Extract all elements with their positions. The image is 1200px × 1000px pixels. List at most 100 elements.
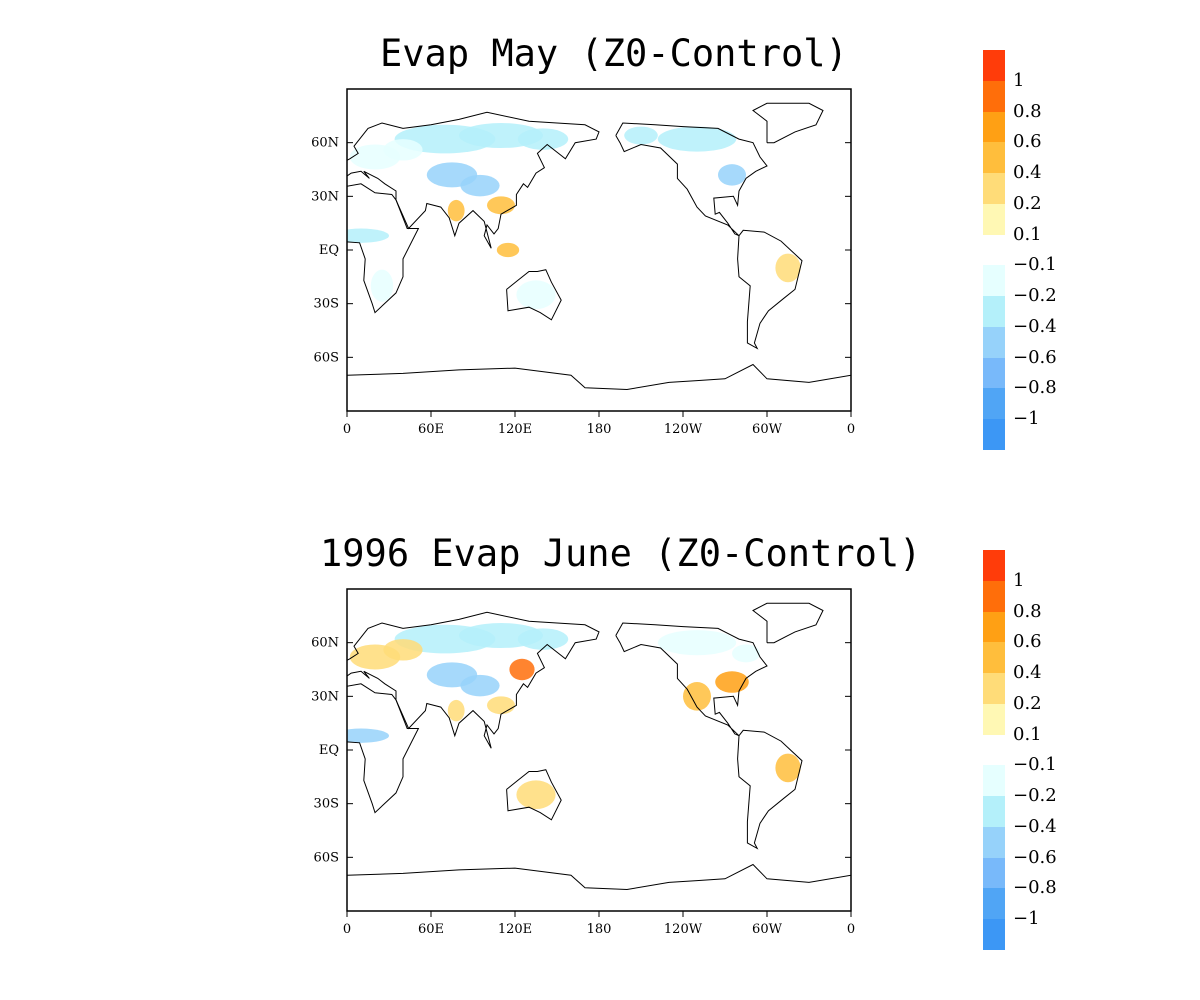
coastline-greenland (752, 602, 824, 644)
anomaly-patch (599, 382, 683, 390)
colorbar-label: −0.6 (1013, 346, 1057, 368)
colorbar-swatch (983, 888, 1005, 920)
lat-tick-label: 60S (314, 350, 339, 365)
map-panel-2: 60N 30N EQ 30S 60S 0 60E 120E 180 120W 60W 0 (311, 588, 855, 937)
colorbar-label: 1 (1013, 69, 1025, 91)
anomaly-patch (460, 174, 500, 197)
colorbar-swatch (983, 550, 1005, 582)
anomaly-patch (487, 196, 515, 215)
lat-tick-label: 30N (311, 189, 339, 204)
colorbar-label: 1 (1013, 569, 1025, 591)
anomaly-patch (368, 871, 494, 879)
lat-tick-label: EQ (319, 743, 339, 758)
anomaly-patch (370, 269, 394, 302)
anomaly-patch (368, 371, 494, 379)
colorbar-swatch (983, 296, 1005, 328)
anomaly-patch (718, 164, 746, 186)
coastline-africa (347, 683, 420, 814)
lat-tick-label: 30N (311, 689, 339, 704)
lon-tick-label: 60E (418, 922, 444, 937)
colorbar-swatch (983, 419, 1005, 451)
lon-tick-label: 120W (664, 422, 703, 437)
lon-tick-label: 0 (343, 922, 351, 937)
colorbar-label: −0.2 (1013, 785, 1057, 807)
lon-tick-label: 60W (752, 922, 783, 937)
anomaly-patch (624, 126, 658, 145)
colorbar-2: 1 0.8 0.6 0.4 0.2 0.1 −0.1 −0.2 −0.4 −0.6 −0.8 −1 (983, 550, 1057, 951)
colorbar-swatch (983, 919, 1005, 951)
colorbar-label: 0.1 (1013, 223, 1042, 245)
lon-tick-label: 0 (847, 422, 855, 437)
anomaly-patch (383, 639, 423, 661)
colorbar-label: 0.6 (1013, 631, 1042, 653)
lon-tick-label: 0 (343, 422, 351, 437)
colorbar-swatch (983, 734, 1005, 766)
lat-tick-label: 30S (314, 297, 339, 312)
lat-tick-label: 60N (311, 636, 339, 651)
colorbar-swatch (983, 203, 1005, 236)
anomaly-patch (509, 658, 535, 681)
lat-tick-label: 30S (314, 797, 339, 812)
colorbar-label: −0.1 (1013, 754, 1057, 776)
colorbar-swatch (983, 357, 1005, 389)
anomaly-patch (715, 671, 749, 693)
lon-tick-label: 60E (418, 422, 444, 437)
anomaly-patch (599, 882, 683, 890)
lon-tick-label: 180 (587, 922, 612, 937)
coastline-antarctica (347, 363, 851, 411)
anomaly-patch (516, 280, 556, 310)
colorbar-label: −0.1 (1013, 254, 1057, 276)
anomaly-patch (447, 699, 465, 722)
colorbar-swatch (983, 265, 1005, 297)
colorbar-swatch (983, 111, 1005, 143)
anomaly-patch (487, 696, 515, 715)
colorbar-swatch (983, 50, 1005, 82)
anomaly-patch (383, 139, 423, 161)
coastline-eurasia (347, 111, 600, 249)
colorbar-label: −1 (1013, 408, 1040, 430)
anomaly-patch (775, 753, 801, 783)
lon-tick-label: 120E (498, 422, 532, 437)
map-panel-1: 60N 30N EQ 30S 60S 0 60E 120E 180 120W 60W 0 (311, 88, 855, 437)
anomaly-patch (347, 728, 389, 743)
colorbar-swatch (983, 642, 1005, 674)
coastline-africa (347, 183, 420, 314)
map-title-1: Evap May (Z0-Control) (380, 32, 848, 75)
map-title-2: 1996 Evap June (Z0-Control) (320, 532, 922, 575)
anomaly-patch (517, 628, 569, 650)
lat-tick-label: 60N (311, 136, 339, 151)
anomaly-patch (496, 242, 520, 258)
colorbar-label: −1 (1013, 908, 1040, 930)
lon-tick-label: 60W (752, 422, 783, 437)
coastline-greenland (752, 102, 824, 144)
colorbar-swatch (983, 80, 1005, 113)
anomaly-patch (657, 630, 737, 656)
colorbar-label: −0.8 (1013, 877, 1057, 899)
anomaly-patch (657, 126, 737, 152)
anomaly-patch (683, 682, 711, 711)
colorbar-swatch (983, 673, 1005, 705)
anomaly-patch (460, 674, 500, 697)
colorbar-swatch (983, 326, 1005, 359)
lat-tick-label: EQ (319, 243, 339, 258)
lat-tick-label: 60S (314, 850, 339, 865)
colorbar-swatch (983, 703, 1005, 736)
lon-tick-label: 120E (498, 922, 532, 937)
colorbar-label: −0.4 (1013, 315, 1057, 337)
coastline-south-america (737, 729, 803, 850)
colorbar-label: 0.6 (1013, 131, 1042, 153)
colorbar-label: 0.2 (1013, 692, 1042, 714)
anomaly-patch (775, 253, 801, 283)
colorbar-swatch (983, 142, 1005, 174)
colorbar-label: 0.2 (1013, 192, 1042, 214)
anomaly-patch (447, 199, 465, 222)
lon-tick-label: 180 (587, 422, 612, 437)
colorbar-label: 0.8 (1013, 600, 1042, 622)
colorbar-label: 0.1 (1013, 723, 1042, 745)
colorbar-swatch (983, 796, 1005, 828)
coastline-eurasia (347, 611, 600, 749)
coastline-australia (506, 269, 562, 321)
colorbar-label: −0.2 (1013, 285, 1057, 307)
anomaly-patch (516, 780, 556, 810)
colorbar-1: 1 0.8 0.6 0.4 0.2 0.1 −0.1 −0.2 −0.4 −0.6 −0.8 −1 (983, 50, 1057, 451)
